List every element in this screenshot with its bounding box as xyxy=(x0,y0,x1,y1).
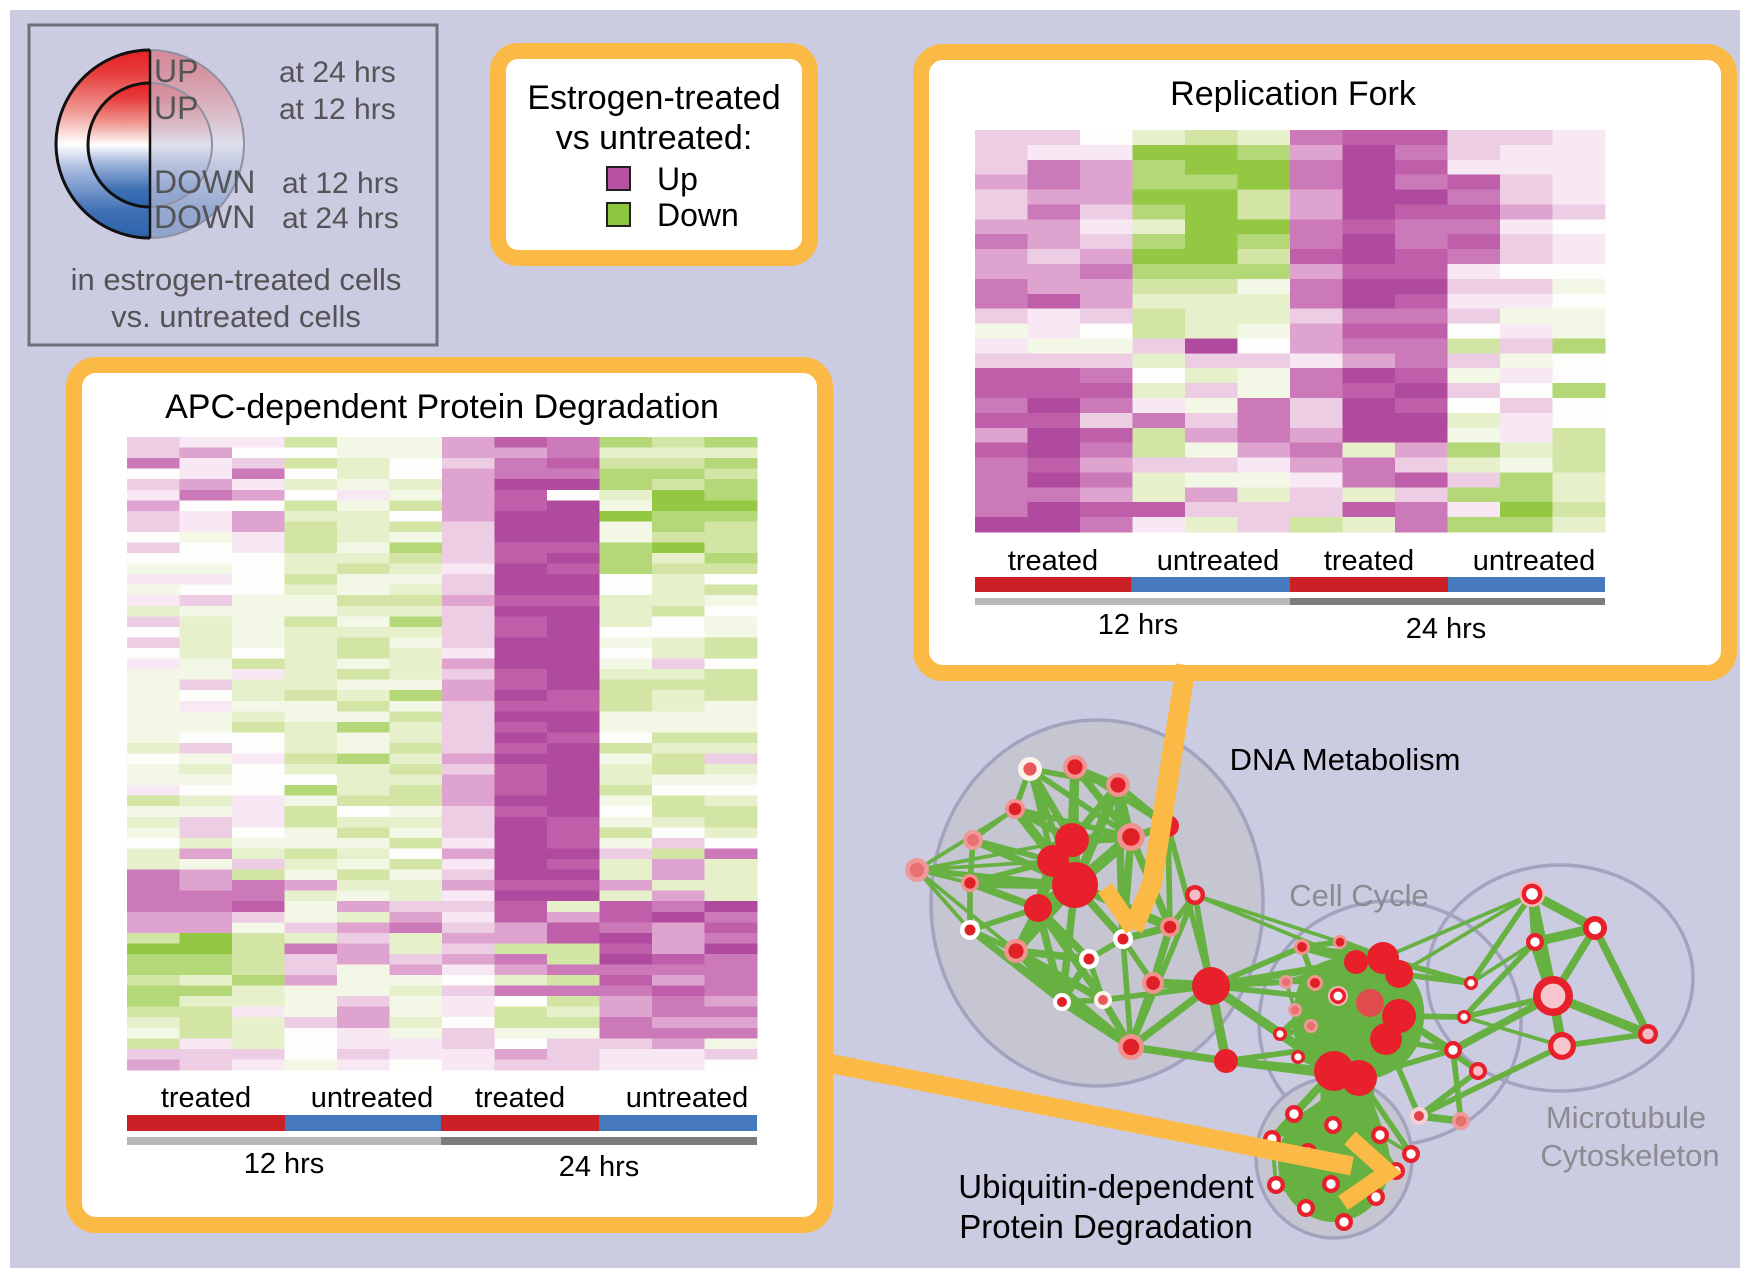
svg-text:Protein Degradation: Protein Degradation xyxy=(959,1208,1253,1245)
svg-text:UP: UP xyxy=(154,53,198,89)
svg-text:treated: treated xyxy=(1008,545,1098,577)
svg-text:treated: treated xyxy=(161,1082,251,1114)
svg-text:untreated: untreated xyxy=(311,1082,434,1114)
svg-text:at 12 hrs: at 12 hrs xyxy=(282,167,399,200)
svg-text:treated: treated xyxy=(1324,545,1414,577)
svg-text:Down: Down xyxy=(657,197,739,233)
svg-text:untreated: untreated xyxy=(1473,545,1596,577)
svg-text:at 12 hrs: at 12 hrs xyxy=(279,93,396,126)
svg-text:24 hrs: 24 hrs xyxy=(559,1151,640,1183)
svg-text:untreated: untreated xyxy=(626,1082,749,1114)
svg-text:Cell Cycle: Cell Cycle xyxy=(1289,878,1429,913)
svg-text:Up: Up xyxy=(657,161,698,197)
svg-text:Replication Fork: Replication Fork xyxy=(1170,75,1417,113)
svg-text:Estrogen-treated: Estrogen-treated xyxy=(527,79,780,117)
svg-text:Ubiquitin-dependent: Ubiquitin-dependent xyxy=(958,1168,1253,1205)
svg-text:in estrogen-treated cells: in estrogen-treated cells xyxy=(71,262,402,297)
svg-text:at 24 hrs: at 24 hrs xyxy=(282,202,399,235)
svg-text:Microtubule: Microtubule xyxy=(1546,1100,1706,1135)
svg-text:DNA Metabolism: DNA Metabolism xyxy=(1230,742,1461,777)
svg-text:24 hrs: 24 hrs xyxy=(1406,613,1487,645)
svg-text:vs. untreated cells: vs. untreated cells xyxy=(111,299,361,334)
svg-text:treated: treated xyxy=(475,1082,565,1114)
svg-text:Cytoskeleton: Cytoskeleton xyxy=(1540,1138,1719,1173)
svg-text:12 hrs: 12 hrs xyxy=(244,1148,325,1180)
svg-text:vs untreated:: vs untreated: xyxy=(556,119,753,157)
svg-text:DOWN: DOWN xyxy=(154,199,255,235)
svg-text:12 hrs: 12 hrs xyxy=(1098,609,1179,641)
svg-text:APC-dependent Protein Degradat: APC-dependent Protein Degradation xyxy=(165,388,719,426)
svg-text:DOWN: DOWN xyxy=(154,164,255,200)
svg-text:at 24 hrs: at 24 hrs xyxy=(279,56,396,89)
svg-text:untreated: untreated xyxy=(1157,545,1280,577)
svg-text:UP: UP xyxy=(154,90,198,126)
